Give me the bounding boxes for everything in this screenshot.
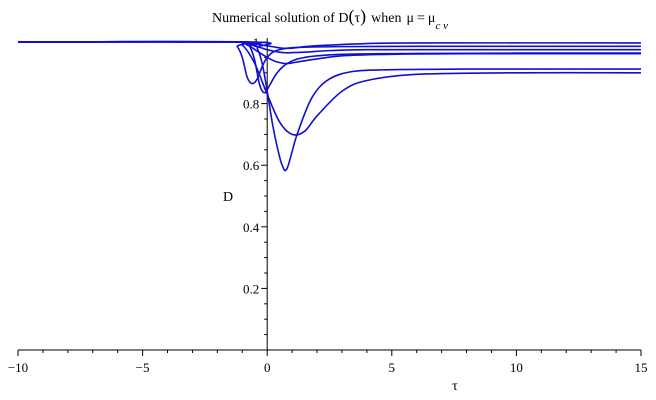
chart-title-mu: μ — [407, 11, 415, 26]
x-tick-label: −5 — [136, 360, 150, 375]
chart-title-prefix: Numerical solution of D — [212, 11, 348, 26]
chart-title-equals: = — [417, 11, 425, 26]
y-tick-label: 0.4 — [243, 220, 260, 235]
chart-title-arg: τ — [355, 11, 361, 26]
series-group — [17, 40, 642, 172]
x-tick-label: 5 — [389, 360, 396, 375]
y-ticks: 0.20.40.60.81 — [243, 35, 268, 336]
x-axis-label: τ — [452, 379, 458, 394]
y-tick-label: 0.6 — [243, 158, 260, 173]
chart-title: Numerical solution of D(τ) when μ = μc v — [212, 6, 448, 32]
chart-title-open-paren: ( — [349, 6, 355, 27]
x-tick-label: 0 — [264, 360, 271, 375]
series-line-7 — [17, 41, 642, 50]
y-tick-label: 0.8 — [243, 97, 259, 112]
y-axis-label: D — [223, 190, 233, 205]
x-tick-label: 10 — [510, 360, 523, 375]
y-tick-label: 0.2 — [243, 281, 259, 296]
x-ticks: −10 −5 0 5 10 15 — [8, 350, 648, 375]
series-line-3 — [17, 40, 642, 172]
x-tick-label: −10 — [8, 360, 28, 375]
axes — [18, 38, 641, 351]
chart-title-when: when — [371, 11, 401, 26]
chart-title-close-paren: ) — [360, 6, 366, 27]
chart-title-mu2: μ — [428, 11, 436, 26]
series-line-1 — [17, 40, 641, 85]
x-tick-label: 15 — [635, 360, 648, 375]
series-line-4 — [17, 40, 642, 136]
chart-title-subscript: c v — [435, 20, 448, 32]
